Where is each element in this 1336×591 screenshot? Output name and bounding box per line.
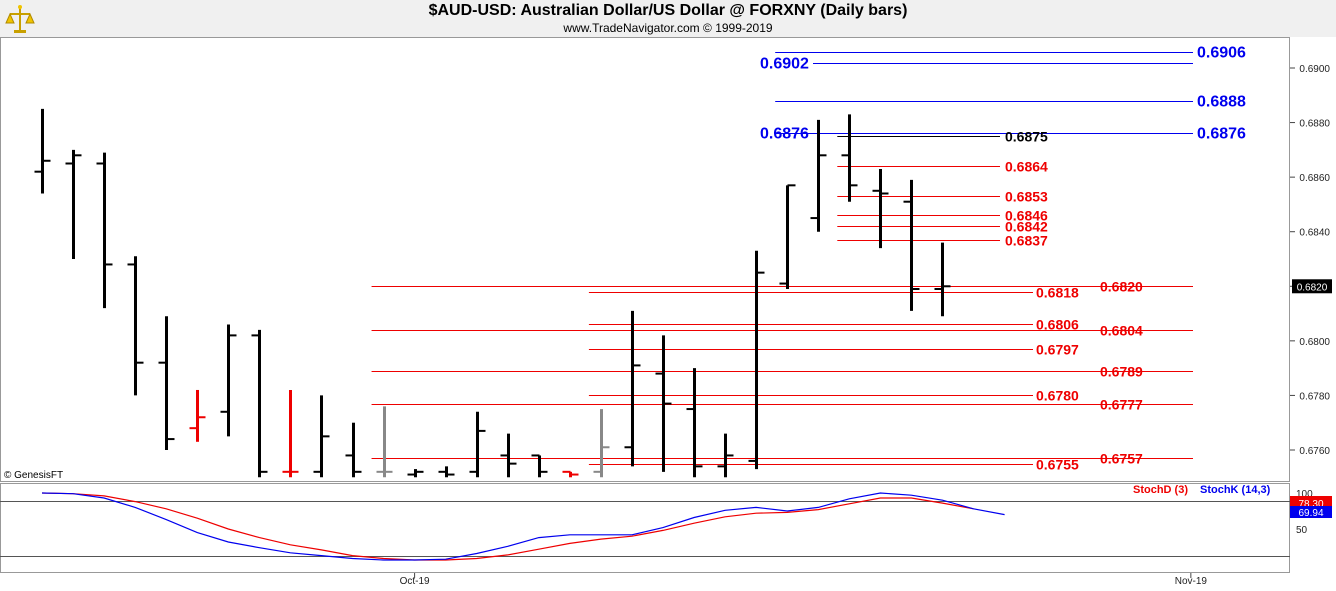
price-bar — [189, 389, 206, 442]
price-bar — [65, 149, 82, 259]
price-bar — [282, 389, 299, 478]
price-bar — [686, 368, 703, 478]
level-label: 0.6846 — [1005, 208, 1048, 224]
price-bar — [748, 250, 765, 470]
watermark: © GenesisFT — [4, 470, 63, 481]
stochk-value-box — [1290, 506, 1332, 518]
price-bar — [158, 316, 175, 450]
level-label: 0.6853 — [1005, 189, 1048, 205]
x-tick-label: Nov-19 — [1175, 576, 1208, 587]
price-bar — [376, 406, 393, 478]
level-label: 0.6875 — [1005, 129, 1048, 145]
price-bar — [469, 411, 486, 478]
y-tick-label: 0.6780 — [1299, 391, 1330, 402]
y-tick-label: 0.6800 — [1299, 337, 1330, 348]
level-label: 0.6902 — [760, 56, 809, 73]
level-label: 0.6780 — [1036, 388, 1079, 404]
stochd-value-box — [1290, 496, 1332, 509]
price-bar — [127, 256, 144, 396]
stochk-value: 69.94 — [1298, 508, 1323, 519]
price-bars — [34, 108, 951, 478]
y-tick-label: 0.6880 — [1299, 119, 1330, 130]
price-bar — [779, 184, 796, 290]
y-tick-label: 0.6840 — [1299, 228, 1330, 239]
stochastic-series-line — [41, 492, 974, 561]
x-tick-label: Oct-19 — [400, 576, 430, 587]
last-price-box — [1292, 279, 1332, 294]
stochd-value: 78.30 — [1298, 499, 1323, 510]
price-bar — [251, 329, 268, 478]
price-bar — [407, 469, 424, 478]
price-bar — [34, 108, 51, 194]
price-bar — [810, 119, 827, 232]
level-label: 0.6864 — [1005, 159, 1048, 175]
stoch-tick-label: 50 — [1296, 525, 1308, 536]
level-label: 0.6818 — [1036, 285, 1079, 301]
level-label: 0.6789 — [1100, 364, 1143, 380]
price-bar — [717, 433, 734, 478]
level-label: 0.6906 — [1197, 45, 1246, 62]
y-tick-label: 0.6900 — [1299, 64, 1330, 75]
price-bar — [593, 409, 610, 478]
price-bar — [438, 466, 455, 478]
legend-stochd: StochD (3) — [1133, 484, 1188, 496]
stoch-tick-label: 100 — [1296, 489, 1313, 500]
level-label: 0.6806 — [1036, 317, 1079, 333]
price-bar — [96, 152, 113, 309]
level-label: 0.6797 — [1036, 342, 1079, 358]
level-label: 0.6876 — [760, 126, 809, 143]
level-label: 0.6804 — [1100, 323, 1143, 339]
level-label: 0.6777 — [1100, 397, 1143, 413]
price-bar — [313, 395, 330, 478]
stochastic-series-line — [41, 492, 1005, 561]
fib-levels: 0.6906 0.6902 0.6888 0.6876 0.6876 0.6875 0.68… — [371, 45, 1246, 473]
price-bar — [531, 454, 548, 478]
axes: 0.6760 0.6780 0.6800 0.6820 0.6840 0.6860 0.68… — [400, 64, 1332, 587]
chart-header: $AUD-USD: Australian Dollar/US Dollar @ … — [0, 0, 1336, 37]
y-tick-label: 0.6760 — [1299, 446, 1330, 457]
price-panel — [0, 37, 1290, 482]
price-bar — [220, 324, 237, 437]
price-bar — [872, 168, 889, 249]
price-bar — [934, 242, 951, 317]
price-bar — [655, 335, 672, 472]
level-label: 0.6842 — [1005, 219, 1048, 235]
level-label: 0.6837 — [1005, 233, 1048, 249]
level-label: 0.6876 — [1197, 126, 1246, 143]
price-bar — [841, 114, 858, 202]
price-bar — [500, 433, 517, 478]
level-label: 0.6820 — [1100, 279, 1143, 295]
level-label: 0.6888 — [1197, 94, 1246, 111]
price-bar — [624, 310, 641, 467]
price-bar — [562, 470, 579, 478]
y-tick-label: 0.6860 — [1299, 173, 1330, 184]
legend-stochk: StochK (14,3) — [1200, 484, 1271, 496]
stochastic-panel — [0, 483, 1290, 573]
chart-subtitle: www.TradeNavigator.com © 1999-2019 — [563, 21, 773, 35]
trade-navigator-logo — [5, 5, 35, 33]
level-label: 0.6757 — [1100, 451, 1143, 467]
last-price-label: 0.6820 — [1297, 282, 1328, 293]
price-bar — [345, 422, 362, 478]
price-bar — [903, 179, 920, 311]
chart-title: $AUD-USD: Australian Dollar/US Dollar @ … — [428, 2, 908, 19]
level-label: 0.6755 — [1036, 457, 1079, 473]
